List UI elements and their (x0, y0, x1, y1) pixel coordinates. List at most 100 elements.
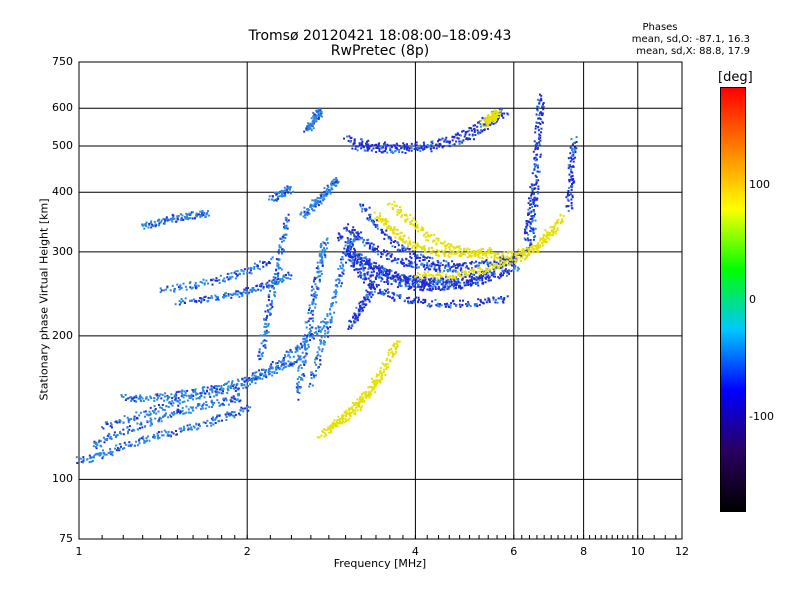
chart-title: Tromsø 20120421 18:08:00–18:09:43 (248, 28, 512, 44)
echo-point (475, 253, 478, 256)
echo-point (443, 287, 446, 290)
echo-point (359, 397, 362, 400)
echo-point (136, 428, 139, 431)
echo-point (191, 286, 194, 289)
echo-point (336, 182, 339, 185)
echo-point (539, 238, 542, 240)
echo-point (459, 305, 462, 308)
echo-point (284, 355, 287, 358)
echo-point (472, 251, 475, 254)
echo-point (525, 247, 528, 250)
echo-point (532, 201, 535, 204)
echo-point (327, 186, 330, 189)
echo-point (150, 397, 153, 400)
echo-point (488, 301, 491, 303)
echo-point (461, 304, 464, 306)
echo-point (367, 298, 370, 301)
echo-point (259, 260, 261, 263)
echo-point (404, 279, 407, 282)
echo-point (381, 362, 384, 365)
echo-point (457, 273, 460, 276)
echo-point (199, 280, 202, 283)
echo-point (222, 387, 225, 390)
echo-point (345, 226, 348, 229)
echo-point (287, 271, 290, 274)
echo-point (492, 111, 495, 114)
echo-point (504, 264, 507, 267)
echo-point (502, 262, 505, 265)
echo-point (360, 267, 363, 270)
echo-point (316, 351, 319, 354)
echo-point (395, 142, 398, 145)
echo-point (457, 281, 460, 283)
echo-point (316, 271, 319, 274)
echo-point (480, 276, 483, 279)
echo-point (160, 430, 163, 433)
echo-point (203, 386, 206, 389)
y-tick-label: 100 (52, 472, 73, 486)
echo-point (159, 393, 162, 396)
echo-point (345, 420, 348, 422)
echo-point (535, 183, 537, 186)
echo-point (500, 113, 503, 116)
echo-point (494, 301, 497, 304)
echo-point (465, 283, 468, 286)
echo-point (430, 289, 433, 292)
echo-point (320, 202, 323, 205)
echo-point (202, 278, 205, 281)
echo-point (315, 117, 318, 120)
echo-point (499, 258, 502, 261)
echo-point (370, 390, 373, 392)
echo-point (380, 276, 383, 279)
echo-point (197, 213, 200, 216)
echo-point (389, 237, 392, 240)
echo-point (323, 195, 326, 198)
echo-point (363, 400, 366, 403)
echo-point (430, 145, 433, 148)
echo-point (207, 210, 209, 213)
echo-point (401, 151, 404, 154)
echo-point (266, 309, 269, 312)
echo-point (349, 242, 352, 245)
echo-point (536, 98, 539, 101)
echo-point (391, 203, 394, 206)
echo-point (200, 299, 203, 302)
echo-point (353, 229, 356, 231)
echo-point (373, 280, 376, 283)
echo-point (308, 327, 311, 330)
echo-point (295, 386, 298, 389)
echo-point (339, 265, 342, 268)
echo-point (383, 144, 386, 147)
echo-point (184, 302, 186, 304)
echo-point (315, 356, 317, 359)
echo-point (540, 113, 543, 116)
echo-point (157, 431, 160, 433)
echo-point (271, 361, 274, 363)
echo-point (487, 251, 490, 254)
echo-point (435, 304, 438, 307)
echo-point (461, 263, 464, 266)
echo-point (405, 264, 408, 267)
echo-point (373, 287, 376, 290)
echo-point (489, 279, 492, 282)
echo-point (450, 282, 453, 285)
echo-point (436, 271, 439, 274)
echo-point (329, 192, 332, 195)
echo-point (401, 244, 404, 247)
echo-point (462, 139, 465, 142)
echo-point (240, 269, 243, 271)
echo-point (458, 140, 461, 143)
echo-point (312, 320, 315, 323)
echo-point (363, 296, 366, 299)
echo-point (463, 281, 466, 284)
echo-point (396, 340, 399, 343)
echo-point (348, 319, 351, 322)
echo-point (485, 301, 488, 304)
echo-point (520, 259, 522, 262)
echo-point (331, 188, 334, 191)
echo-point (210, 399, 213, 402)
echo-point (369, 275, 372, 278)
echo-point (484, 250, 487, 253)
echo-point (359, 270, 361, 273)
echo-point (140, 396, 143, 399)
